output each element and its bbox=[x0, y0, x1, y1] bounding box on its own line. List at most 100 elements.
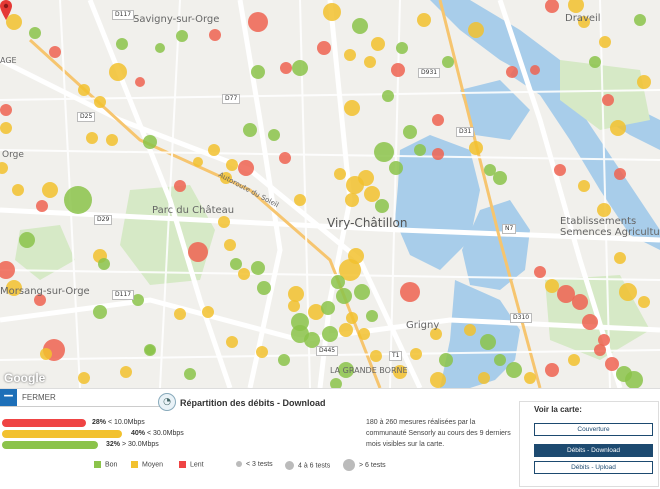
speed-test-marker[interactable] bbox=[34, 294, 46, 306]
download-speed-button[interactable]: Débits - Download bbox=[534, 444, 653, 457]
speed-test-marker[interactable] bbox=[414, 144, 426, 156]
speed-test-marker[interactable] bbox=[218, 216, 230, 228]
speed-test-marker[interactable] bbox=[40, 348, 52, 360]
speed-test-marker[interactable] bbox=[308, 304, 324, 320]
speed-test-marker[interactable] bbox=[304, 332, 320, 348]
speed-test-marker[interactable] bbox=[597, 203, 611, 217]
speed-test-marker[interactable] bbox=[116, 38, 128, 50]
speed-test-marker[interactable] bbox=[594, 344, 606, 356]
speed-test-marker[interactable] bbox=[619, 283, 637, 301]
speed-test-marker[interactable] bbox=[396, 42, 408, 54]
speed-test-marker[interactable] bbox=[64, 186, 92, 214]
speed-test-marker[interactable] bbox=[120, 366, 132, 378]
speed-test-marker[interactable] bbox=[257, 281, 271, 295]
speed-test-marker[interactable] bbox=[109, 63, 127, 81]
coverage-button[interactable]: Couverture bbox=[534, 423, 653, 436]
speed-test-marker[interactable] bbox=[439, 353, 453, 367]
speed-test-marker[interactable] bbox=[338, 362, 354, 378]
speed-test-marker[interactable] bbox=[417, 13, 431, 27]
speed-test-marker[interactable] bbox=[545, 0, 559, 13]
speed-test-marker[interactable] bbox=[224, 239, 236, 251]
speed-test-marker[interactable] bbox=[348, 248, 364, 264]
speed-test-marker[interactable] bbox=[251, 65, 265, 79]
speed-test-marker[interactable] bbox=[634, 14, 646, 26]
speed-test-marker[interactable] bbox=[430, 328, 442, 340]
speed-test-marker[interactable] bbox=[354, 284, 370, 300]
speed-test-marker[interactable] bbox=[506, 66, 518, 78]
speed-test-marker[interactable] bbox=[248, 12, 268, 32]
speed-test-marker[interactable] bbox=[400, 282, 420, 302]
speed-test-marker[interactable] bbox=[184, 368, 196, 380]
speed-test-marker[interactable] bbox=[0, 122, 12, 134]
speed-test-marker[interactable] bbox=[323, 3, 341, 21]
speed-test-marker[interactable] bbox=[599, 36, 611, 48]
speed-test-marker[interactable] bbox=[93, 305, 107, 319]
speed-test-marker[interactable] bbox=[278, 354, 290, 366]
speed-test-marker[interactable] bbox=[534, 266, 546, 278]
speed-test-marker[interactable] bbox=[524, 372, 536, 384]
speed-test-marker[interactable] bbox=[176, 30, 188, 42]
speed-test-marker[interactable] bbox=[506, 362, 522, 378]
speed-test-marker[interactable] bbox=[12, 184, 24, 196]
speed-test-marker[interactable] bbox=[352, 18, 368, 34]
speed-test-marker[interactable] bbox=[389, 161, 403, 175]
speed-test-marker[interactable] bbox=[430, 372, 446, 388]
speed-test-marker[interactable] bbox=[371, 37, 385, 51]
speed-test-marker[interactable] bbox=[614, 168, 626, 180]
speed-test-marker[interactable] bbox=[174, 308, 186, 320]
speed-test-marker[interactable] bbox=[193, 157, 203, 167]
speed-test-marker[interactable] bbox=[251, 261, 265, 275]
speed-test-marker[interactable] bbox=[578, 180, 590, 192]
speed-test-marker[interactable] bbox=[391, 63, 405, 77]
speed-test-marker[interactable] bbox=[589, 56, 601, 68]
speed-test-marker[interactable] bbox=[280, 62, 292, 74]
speed-test-marker[interactable] bbox=[336, 288, 352, 304]
speed-test-marker[interactable] bbox=[256, 346, 268, 358]
speed-test-marker[interactable] bbox=[432, 148, 444, 160]
speed-test-marker[interactable] bbox=[339, 323, 353, 337]
speed-test-marker[interactable] bbox=[468, 22, 484, 38]
speed-test-marker[interactable] bbox=[279, 152, 291, 164]
speed-test-marker[interactable] bbox=[230, 258, 242, 270]
speed-test-marker[interactable] bbox=[480, 334, 496, 350]
speed-test-marker[interactable] bbox=[143, 135, 157, 149]
map-pin-icon[interactable] bbox=[0, 0, 12, 20]
speed-test-marker[interactable] bbox=[132, 294, 144, 306]
speed-test-marker[interactable] bbox=[554, 164, 566, 176]
speed-test-marker[interactable] bbox=[484, 164, 496, 176]
speed-test-marker[interactable] bbox=[106, 134, 118, 146]
speed-test-marker[interactable] bbox=[6, 14, 22, 30]
speed-test-marker[interactable] bbox=[19, 232, 35, 248]
speed-test-marker[interactable] bbox=[358, 328, 370, 340]
speed-test-marker[interactable] bbox=[226, 336, 238, 348]
speed-test-marker[interactable] bbox=[330, 378, 342, 388]
speed-test-marker[interactable] bbox=[78, 84, 90, 96]
speed-test-marker[interactable] bbox=[374, 142, 394, 162]
speed-test-marker[interactable] bbox=[578, 16, 590, 28]
speed-test-marker[interactable] bbox=[155, 43, 165, 53]
speed-test-marker[interactable] bbox=[145, 345, 155, 355]
speed-test-marker[interactable] bbox=[370, 350, 382, 362]
speed-test-marker[interactable] bbox=[334, 168, 346, 180]
speed-test-marker[interactable] bbox=[610, 120, 626, 136]
speed-test-marker[interactable] bbox=[288, 300, 300, 312]
speed-test-marker[interactable] bbox=[625, 371, 643, 388]
speed-test-marker[interactable] bbox=[174, 180, 186, 192]
speed-test-marker[interactable] bbox=[568, 354, 580, 366]
speed-test-marker[interactable] bbox=[78, 372, 90, 384]
speed-test-marker[interactable] bbox=[238, 268, 250, 280]
speed-test-marker[interactable] bbox=[605, 357, 619, 371]
speed-test-marker[interactable] bbox=[243, 123, 257, 137]
speed-test-marker[interactable] bbox=[545, 279, 559, 293]
speed-test-marker[interactable] bbox=[321, 301, 335, 315]
speed-test-marker[interactable] bbox=[49, 46, 61, 58]
speed-test-marker[interactable] bbox=[572, 294, 588, 310]
speed-test-marker[interactable] bbox=[288, 286, 304, 302]
speed-test-marker[interactable] bbox=[86, 132, 98, 144]
speed-test-marker[interactable] bbox=[268, 129, 280, 141]
speed-test-marker[interactable] bbox=[346, 312, 358, 324]
speed-test-marker[interactable] bbox=[493, 171, 507, 185]
speed-test-marker[interactable] bbox=[557, 285, 575, 303]
speed-test-marker[interactable] bbox=[188, 242, 208, 262]
speed-test-marker[interactable] bbox=[530, 65, 540, 75]
